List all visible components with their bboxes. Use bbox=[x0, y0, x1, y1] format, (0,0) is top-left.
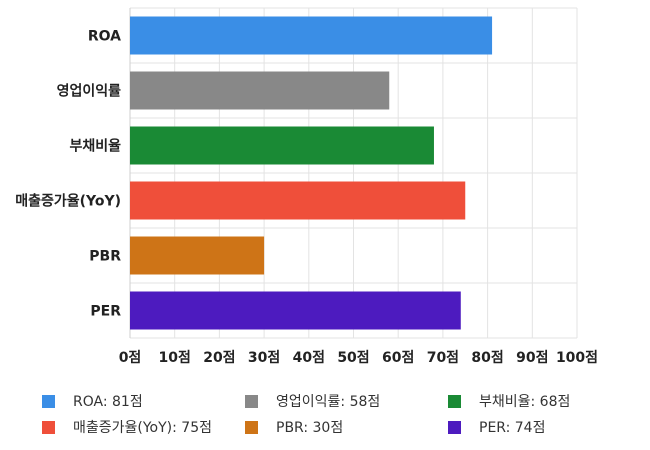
legend-label: 영업이익률: 58점 bbox=[276, 394, 381, 410]
y-tick-label: 매출증가율(YoY) bbox=[15, 193, 121, 210]
bar bbox=[130, 181, 466, 220]
legend-swatch bbox=[448, 394, 461, 408]
bar bbox=[130, 71, 390, 110]
legend-item[interactable]: PBR: 30점 bbox=[245, 416, 343, 438]
x-tick-label: 90점 bbox=[516, 349, 548, 366]
x-tick-label: 40점 bbox=[293, 349, 325, 366]
legend-swatch bbox=[42, 394, 55, 408]
legend-label: ROA: 81점 bbox=[73, 394, 143, 410]
x-tick-label: 80점 bbox=[471, 349, 503, 366]
x-tick-label: 20점 bbox=[203, 349, 235, 366]
x-tick-label: 50점 bbox=[337, 349, 369, 366]
legend-swatch bbox=[448, 420, 461, 434]
legend-item[interactable]: ROA: 81점 bbox=[42, 390, 143, 412]
legend-label: 매출증가율(YoY): 75점 bbox=[73, 420, 212, 436]
y-tick-label: ROA bbox=[88, 29, 121, 45]
bar bbox=[130, 291, 461, 330]
bar bbox=[130, 236, 265, 275]
x-tick-label: 60점 bbox=[382, 349, 414, 366]
bars bbox=[130, 16, 493, 330]
y-tick-label: PER bbox=[90, 304, 121, 320]
x-tick-label: 100점 bbox=[556, 349, 598, 366]
y-tick-label: 영업이익률 bbox=[57, 83, 122, 100]
y-tick-label: PBR bbox=[89, 249, 121, 265]
legend-item[interactable]: PER: 74점 bbox=[448, 416, 545, 438]
grid bbox=[129, 7, 578, 339]
legend-item[interactable]: 영업이익률: 58점 bbox=[245, 390, 380, 412]
legend-label: 부채비율: 68점 bbox=[479, 394, 571, 410]
x-tick-label: 0점 bbox=[119, 349, 142, 366]
legend-label: PBR: 30점 bbox=[276, 420, 344, 436]
y-tick-label: 부채비율 bbox=[69, 138, 121, 155]
bar bbox=[130, 126, 434, 165]
legend-swatch bbox=[42, 420, 55, 434]
x-axis-labels: 0점 10점 20점 30점 40점 50점 60점 70점 80점 90점 100점 bbox=[119, 349, 598, 366]
legend-item[interactable]: 매출증가율(YoY): 75점 bbox=[42, 416, 212, 438]
legend-label: PER: 74점 bbox=[479, 420, 546, 436]
bar bbox=[130, 16, 493, 55]
x-tick-label: 30점 bbox=[248, 349, 280, 366]
x-tick-label: 10점 bbox=[159, 349, 191, 366]
legend-swatch bbox=[245, 394, 258, 408]
legend-item[interactable]: 부채비율: 68점 bbox=[448, 390, 570, 412]
legend: ROA: 81점 영업이익률: 58점 부채비율: 68점 매출증가율(YoY)… bbox=[0, 385, 650, 445]
legend-swatch bbox=[245, 420, 258, 434]
x-tick-label: 70점 bbox=[427, 349, 459, 366]
